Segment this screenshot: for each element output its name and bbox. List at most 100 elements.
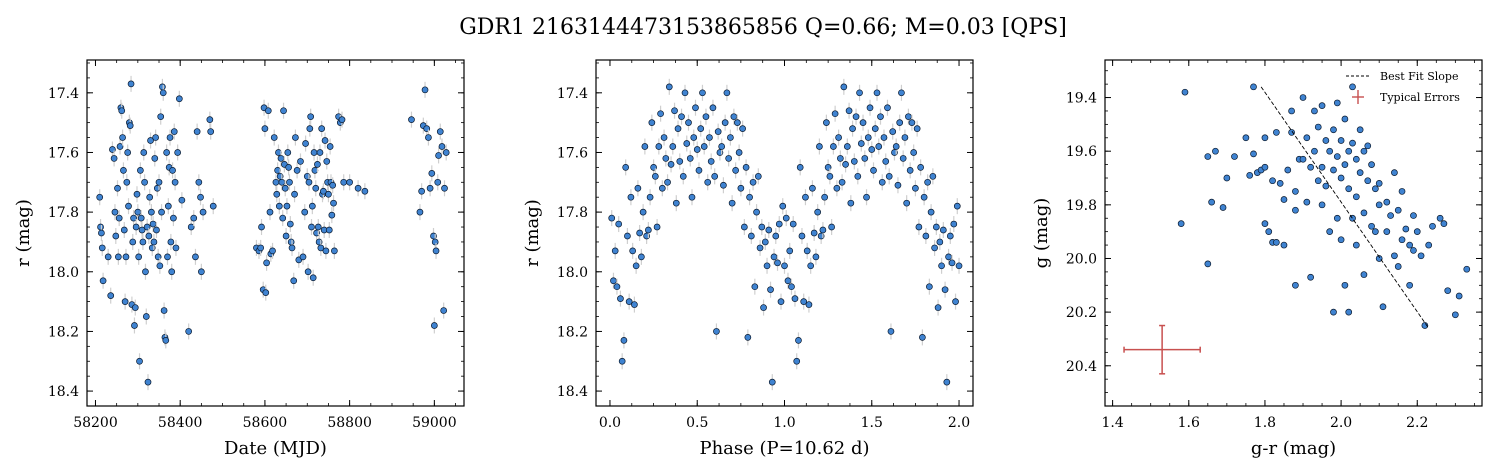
data-point (939, 226, 947, 234)
data-point (1410, 212, 1417, 219)
data-point (346, 178, 353, 186)
data-point (932, 223, 940, 231)
data-point (171, 178, 179, 186)
data-point (1463, 265, 1471, 273)
data-point (796, 164, 804, 171)
data-point (929, 172, 937, 180)
data-point (681, 89, 689, 97)
y-axis-label: r (mag) (522, 199, 543, 267)
y-tick-label: 17.6 (557, 145, 588, 161)
data-point (142, 313, 150, 320)
data-point (882, 158, 890, 165)
data-point (798, 232, 806, 240)
data-point (314, 161, 321, 168)
data-point (1265, 228, 1273, 236)
data-point (683, 140, 691, 147)
data-point (805, 301, 813, 308)
data-point (1349, 139, 1356, 147)
data-point (831, 110, 839, 118)
data-point (187, 223, 195, 231)
data-point (197, 193, 204, 201)
data-point (283, 202, 291, 210)
x-tick-label: 1.5 (861, 415, 883, 431)
data-point (308, 223, 315, 231)
data-point (1292, 206, 1299, 214)
y-tick-label: 18.0 (48, 265, 79, 281)
y-tick-label: 19.4 (1066, 91, 1097, 107)
data-point (1337, 137, 1345, 144)
data-point (1250, 150, 1257, 158)
data-point (744, 334, 752, 341)
data-point (122, 253, 130, 261)
data-point (753, 208, 760, 216)
y-tick-label: 17.8 (48, 205, 79, 221)
data-point (1246, 171, 1254, 179)
data-point (1307, 163, 1314, 171)
data-point (306, 125, 314, 132)
data-point (751, 283, 759, 291)
data-point (286, 220, 294, 228)
y-tick-label: 20.2 (1066, 305, 1097, 321)
data-point (674, 125, 682, 132)
data-point (1181, 88, 1189, 96)
data-point (931, 244, 938, 252)
data-point (632, 262, 640, 270)
data-point (723, 89, 731, 97)
data-point (269, 247, 276, 255)
x-tick-label: 1.4 (1101, 415, 1123, 431)
data-point (788, 283, 795, 291)
data-point (625, 298, 633, 305)
data-point (1341, 115, 1349, 123)
data-point (653, 223, 661, 231)
data-point (613, 283, 621, 291)
data-point (116, 143, 124, 150)
data-point (1337, 236, 1345, 244)
data-point (1455, 292, 1463, 300)
data-point (1383, 228, 1391, 236)
data-point (329, 181, 337, 189)
data-point (686, 155, 694, 162)
data-point (136, 357, 143, 365)
data-point (321, 137, 329, 144)
data-point (765, 226, 773, 234)
data-point (735, 149, 743, 156)
data-point (1284, 166, 1292, 174)
data-point (137, 214, 145, 222)
data-point (821, 193, 828, 201)
data-point (837, 155, 844, 162)
data-point (1372, 185, 1379, 193)
x-tick-label: 58600 (243, 415, 288, 431)
data-point (1318, 163, 1326, 171)
data-point (816, 143, 823, 150)
data-point (1288, 129, 1295, 136)
data-point (1440, 220, 1448, 227)
data-point (98, 244, 106, 252)
data-point (1394, 206, 1402, 214)
data-point (919, 334, 926, 341)
data-point (938, 262, 945, 270)
data-points (608, 78, 963, 391)
data-point (280, 107, 287, 115)
data-point (1276, 180, 1284, 187)
data-point (193, 128, 201, 135)
data-point (1337, 174, 1345, 182)
data-point (258, 223, 265, 231)
data-point (1280, 241, 1288, 249)
data-point (169, 167, 176, 174)
data-point (299, 253, 307, 261)
light-curve-panel: 58200 58400 58600 58800 59000 17.4 17.6 17.8 18.… (13, 59, 465, 459)
data-point (894, 181, 902, 189)
data-point (870, 167, 877, 174)
data-point (1398, 188, 1406, 195)
data-point (657, 110, 664, 118)
data-point (779, 202, 787, 210)
data-point (1364, 142, 1372, 150)
data-point (141, 178, 148, 186)
data-point (257, 244, 265, 252)
legend-entry: Typical Errors (1380, 91, 1460, 104)
data-point (1318, 102, 1326, 109)
data-point (328, 211, 336, 219)
data-point (1417, 252, 1425, 260)
data-point (1349, 83, 1356, 91)
data-point (917, 164, 924, 171)
